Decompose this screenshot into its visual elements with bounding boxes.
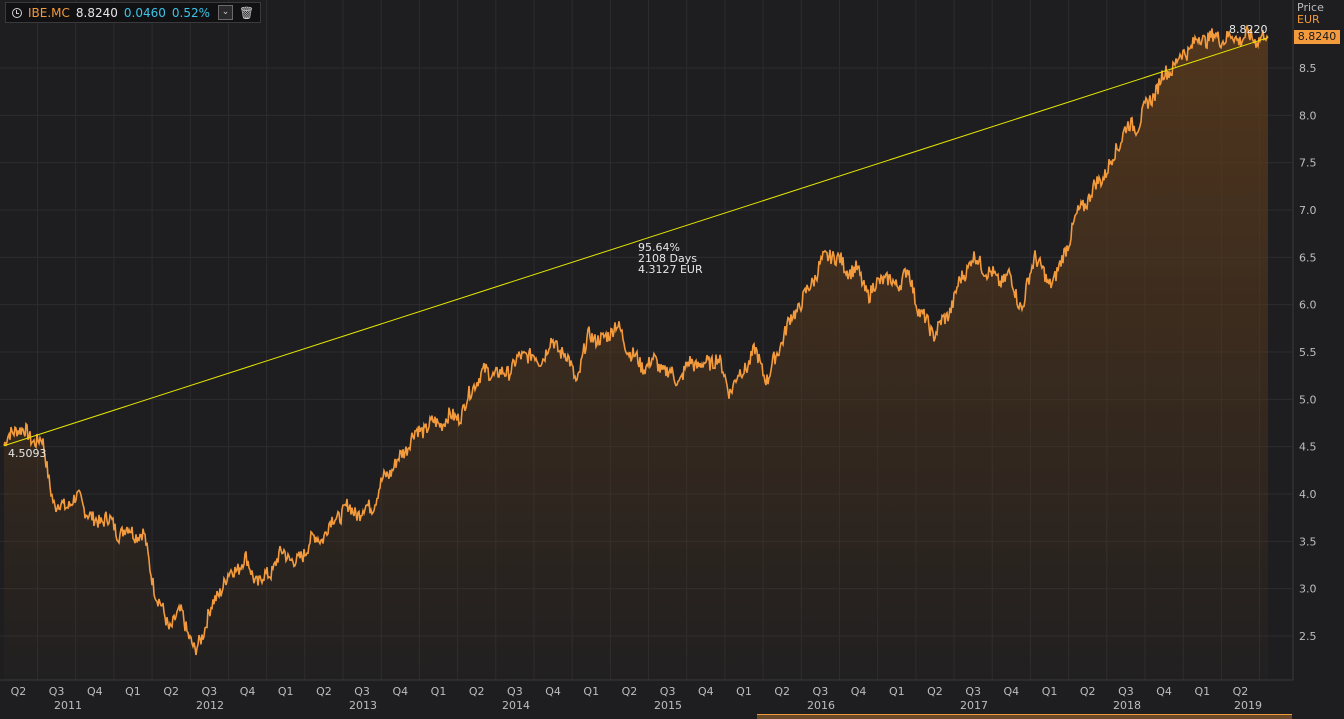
last-price-tag: 8.8240 — [1294, 30, 1340, 44]
quarter-tick-label: Q2 — [1233, 685, 1249, 698]
quarter-tick-label: Q4 — [545, 685, 561, 698]
quarter-tick-label: Q4 — [392, 685, 408, 698]
trend-change-pct: 95.64% — [638, 241, 680, 254]
quarter-tick-label: Q3 — [354, 685, 370, 698]
quarter-tick-label: Q1 — [889, 685, 905, 698]
quarter-tick-label: Q3 — [660, 685, 676, 698]
trend-line[interactable] — [3, 37, 1269, 447]
price-line — [3, 24, 1269, 656]
quarter-tick-label: Q1 — [125, 685, 141, 698]
year-tick-label: 2013 — [349, 699, 377, 712]
quarter-tick-label: Q3 — [965, 685, 981, 698]
price-change-pct: 0.52% — [171, 5, 211, 20]
instrument-ric[interactable]: IBE.MC — [28, 5, 70, 20]
price-tick-label: 5.0 — [1299, 393, 1317, 406]
year-tick-label: 2012 — [196, 699, 224, 712]
quarter-tick-label: Q2 — [163, 685, 179, 698]
price-tick-label: 8.0 — [1299, 109, 1317, 122]
quarter-tick-label: Q4 — [240, 685, 256, 698]
quarter-tick-label: Q2 — [1080, 685, 1096, 698]
price-tick-label: 5.5 — [1299, 346, 1317, 359]
trend-change-abs: 4.3127 EUR — [638, 263, 703, 276]
price-axis: 2.5 3.0 3.5 4.0 4.5 5.0 5.5 6.0 6.5 7.0 7.5 8.0 8.5 — [1299, 62, 1317, 643]
quarter-tick-label: Q1 — [583, 685, 599, 698]
year-tick-label: 2014 — [502, 699, 530, 712]
year-tick-label: 2018 — [1113, 699, 1141, 712]
time-axis: Q2 Q3 Q4 Q1 Q2 Q3 Q4 Q1 Q2 Q3 Q4 Q1 Q2 Q3 Q4 Q1 Q2 Q3 Q4 Q1… — [11, 685, 1262, 712]
quarter-tick-label: Q3 — [507, 685, 523, 698]
price-tick-label: 3.0 — [1299, 583, 1317, 596]
year-tick-label: 2017 — [960, 699, 988, 712]
trend-start-value: 4.5093 — [8, 447, 47, 460]
quarter-tick-label: Q1 — [431, 685, 447, 698]
quarter-tick-label: Q3 — [202, 685, 218, 698]
trash-icon[interactable]: 🗑 — [239, 5, 255, 20]
price-axis-header: Price EUR — [1297, 2, 1324, 26]
quarter-tick-label: Q1 — [1194, 685, 1210, 698]
quarter-tick-label: Q3 — [49, 685, 65, 698]
price-tick-label: 7.5 — [1299, 157, 1317, 170]
quarter-tick-label: Q1 — [736, 685, 752, 698]
last-price: 8.8240 — [75, 5, 118, 20]
quarter-tick-label: Q2 — [622, 685, 638, 698]
quarter-tick-label: Q1 — [278, 685, 294, 698]
quarter-tick-label: Q4 — [698, 685, 714, 698]
price-tick-label: 6.5 — [1299, 251, 1317, 264]
price-tick-label: 6.0 — [1299, 299, 1317, 312]
price-tick-label: 4.0 — [1299, 488, 1317, 501]
year-tick-label: 2015 — [654, 699, 682, 712]
instrument-legend[interactable]: IBE.MC 8.8240 0.0460 0.52% ⌄ 🗑 — [5, 2, 262, 23]
quarter-tick-label: Q2 — [11, 685, 27, 698]
quarter-tick-label: Q3 — [813, 685, 829, 698]
price-tick-label: 7.0 — [1299, 204, 1317, 217]
price-change: 0.0460 — [123, 5, 166, 20]
price-axis-title: Price — [1297, 1, 1324, 14]
quarter-tick-label: Q4 — [851, 685, 867, 698]
price-tick-label: 2.5 — [1299, 630, 1317, 643]
price-tick-label: 3.5 — [1299, 535, 1317, 548]
quarter-tick-label: Q2 — [316, 685, 332, 698]
quarter-tick-label: Q2 — [469, 685, 485, 698]
chevron-down-icon[interactable]: ⌄ — [218, 5, 234, 20]
quarter-tick-label: Q4 — [87, 685, 103, 698]
quarter-tick-label: Q3 — [1118, 685, 1134, 698]
quarter-tick-label: Q2 — [774, 685, 790, 698]
quarter-tick-label: Q4 — [1156, 685, 1172, 698]
year-tick-label: 2019 — [1234, 699, 1262, 712]
year-tick-label: 2016 — [807, 699, 835, 712]
year-tick-label: 2011 — [54, 699, 82, 712]
clock-icon[interactable] — [12, 7, 22, 18]
trend-end-value: 8.8220 — [1229, 23, 1268, 36]
price-tick-label: 8.5 — [1299, 62, 1317, 75]
quarter-tick-label: Q1 — [1042, 685, 1058, 698]
trend-days: 2108 Days — [638, 252, 697, 265]
quarter-tick-label: Q4 — [1004, 685, 1020, 698]
price-tick-label: 4.5 — [1299, 441, 1317, 454]
quarter-tick-label: Q2 — [927, 685, 943, 698]
time-range-scrollbar[interactable] — [757, 714, 1292, 719]
currency-label: EUR — [1297, 13, 1320, 26]
